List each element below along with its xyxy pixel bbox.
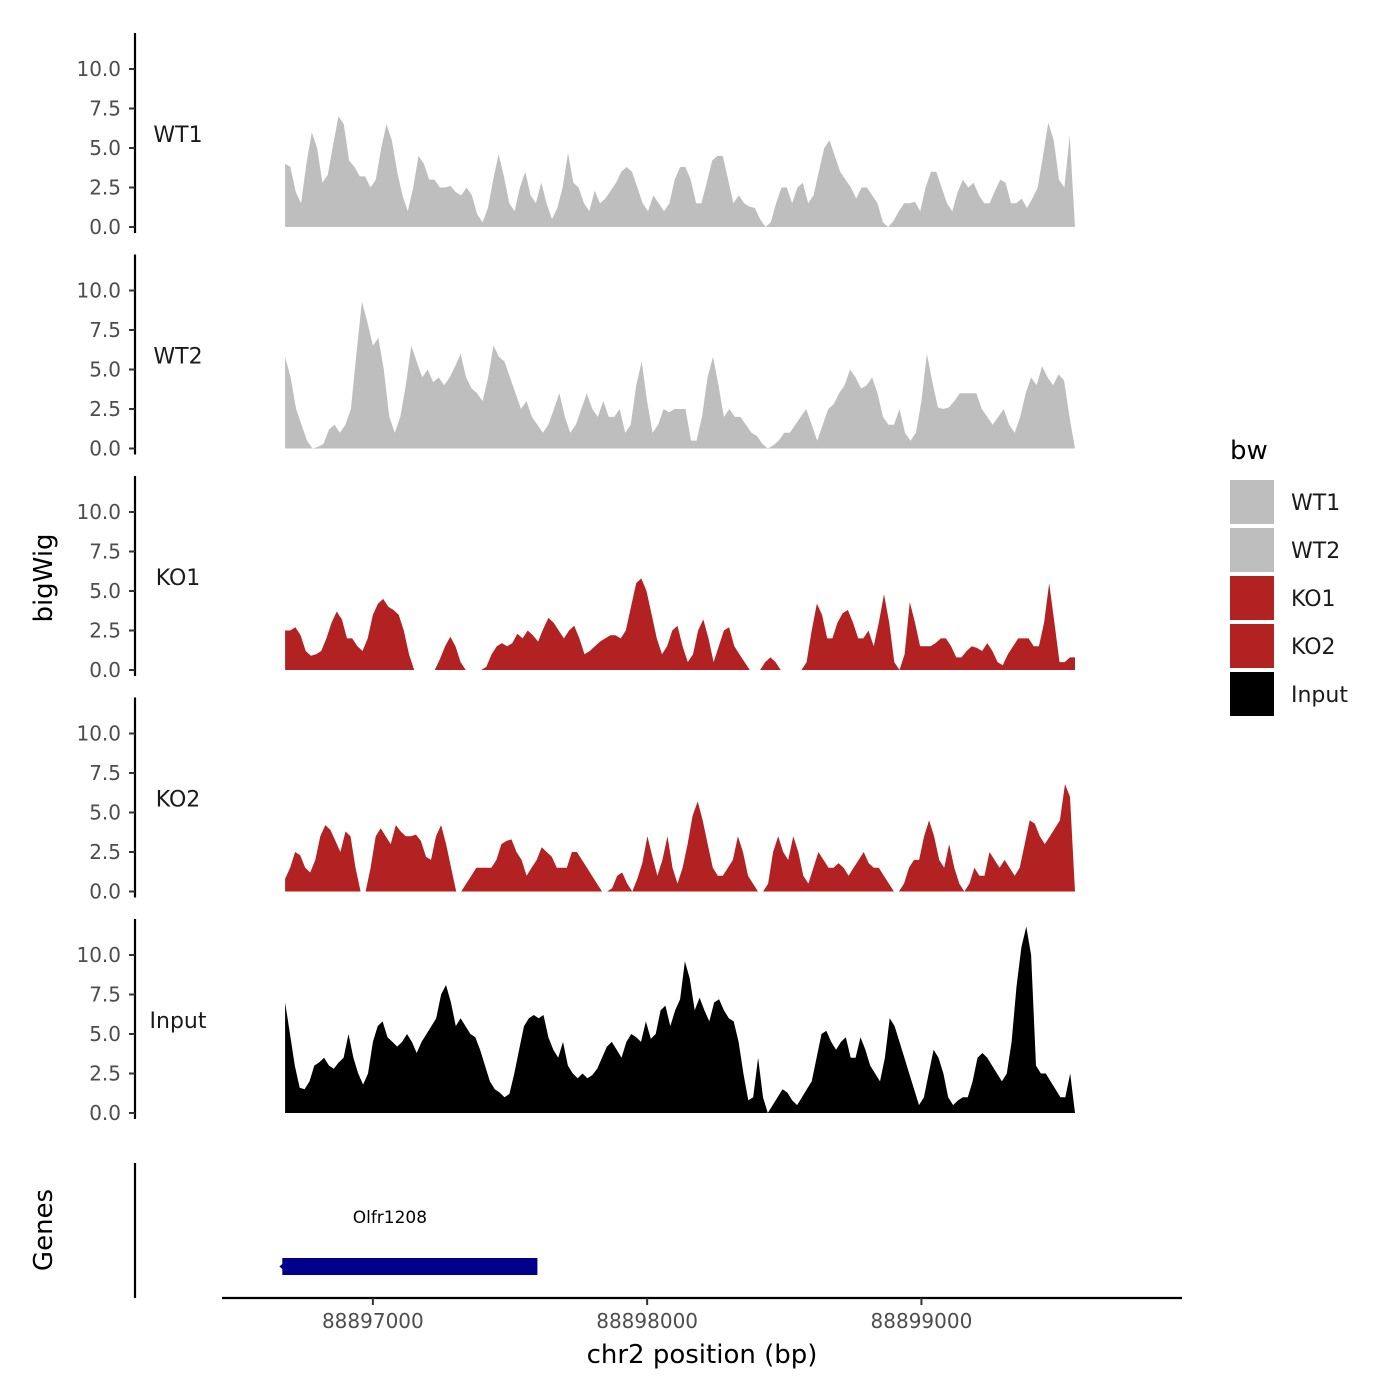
signal-area-wt1[interactable] [285,116,1076,227]
y-tick-label: 2.5 [89,840,121,864]
gene-olfr1208-bar[interactable] [282,1258,538,1275]
track-label-ko1: KO1 [156,566,201,591]
y-tick-label: 2.5 [89,1062,121,1086]
x-tick-label: 88899000 [871,1309,973,1333]
legend-label-input: Input [1291,683,1348,708]
legend-title: bw [1230,436,1268,466]
y-tick-label: 7.5 [89,761,121,785]
x-axis: 88897000 88898000 88899000 chr2 position (… [222,1296,1182,1370]
track-label-wt2: WT2 [153,345,202,370]
gene-track: Genes Olfr1208 [29,1163,538,1298]
track-wt1: 0.0 2.5 5.0 7.5 10.0 WT1 [76,33,1076,239]
y-tick-label: 2.5 [89,176,121,200]
track-label-ko2: KO2 [156,788,201,813]
y-tick-label: 10.0 [76,943,121,967]
x-tick-label: 88897000 [322,1309,424,1333]
y-tick-label: 7.5 [89,318,121,342]
y-tick-label: 0.0 [89,437,121,461]
legend: bw WT1 WT2 KO1 KO2 Input [1230,436,1348,716]
y-tick-label: 5.0 [89,801,121,825]
y-tick-label: 5.0 [89,358,121,382]
legend-label-wt1: WT1 [1291,491,1340,516]
signal-tracks: 0.02.55.07.510.0WT10.02.55.07.510.0WT20.… [76,33,1076,1125]
legend-label-wt2: WT2 [1291,539,1340,564]
y-axis-title: bigWig [29,533,59,622]
y-tick-label: 5.0 [89,579,121,603]
y-tick-label: 0.0 [89,1101,121,1125]
track-label-wt1: WT1 [153,123,202,148]
signal-area-ko2[interactable] [285,784,1076,892]
legend-label-ko1: KO1 [1291,587,1336,612]
x-axis-title: chr2 position (bp) [587,1340,818,1370]
y-tick-label: 2.5 [89,619,121,643]
y-tick-label: 10.0 [76,500,121,524]
gene-strand-arrow [279,1261,286,1272]
y-tick-label: 0.0 [89,215,121,239]
y-tick-label: 10.0 [76,57,121,81]
legend-swatch-input [1230,672,1274,716]
legend-swatch-ko2 [1230,624,1274,668]
y-tick-label: 0.0 [89,658,121,682]
y-tick-label: 7.5 [89,97,121,121]
track-ko1: 0.0 2.5 5.0 7.5 10.0 KO1 [76,476,1076,682]
y-tick-label: 10.0 [76,279,121,303]
track-label-input: Input [150,1009,207,1034]
legend-swatch-wt1 [1230,480,1274,524]
x-tick-label: 88898000 [596,1309,698,1333]
legend-label-ko2: KO2 [1291,635,1336,660]
y-tick-label: 10.0 [76,722,121,746]
signal-area-ko1[interactable] [285,578,1076,670]
signal-area-input[interactable] [285,926,1076,1113]
y-tick-label: 7.5 [89,983,121,1007]
legend-swatch-wt2 [1230,528,1274,572]
y-tick-label: 5.0 [89,136,121,160]
y-tick-label: 7.5 [89,540,121,564]
y-tick-label: 2.5 [89,397,121,421]
track-ko2: 0.0 2.5 5.0 7.5 10.0 KO2 [76,697,1076,904]
track-input: 0.0 2.5 5.0 7.5 10.0 Input [76,919,1076,1125]
gene-label-olfr1208: Olfr1208 [353,1208,427,1228]
y-tick-label: 5.0 [89,1022,121,1046]
legend-swatch-ko1 [1230,576,1274,620]
signal-area-wt2[interactable] [285,301,1076,449]
track-wt2: 0.0 2.5 5.0 7.5 10.0 WT2 [76,254,1076,461]
y-tick-label: 0.0 [89,880,121,904]
genes-axis-title: Genes [29,1189,59,1271]
